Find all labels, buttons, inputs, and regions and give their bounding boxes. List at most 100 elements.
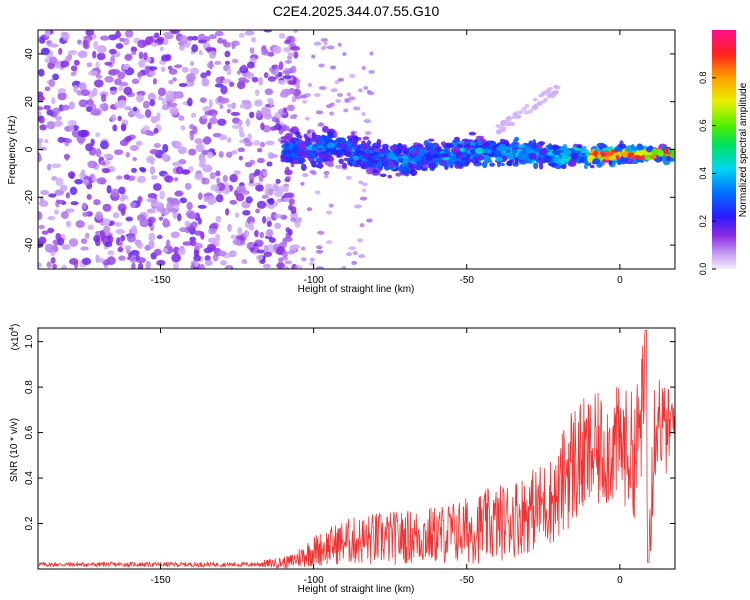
spectrogram-cell [288, 244, 297, 253]
spectrogram-cell [119, 139, 129, 147]
spectrogram-cell [136, 214, 146, 222]
spectrogram-cell [543, 97, 549, 102]
spectrogram-cell [104, 241, 113, 248]
spectrogram-cell [112, 124, 118, 132]
spectrogram-image [38, 30, 675, 269]
spectrogram-cell [96, 52, 106, 61]
spec-y-tick-label: -40 [24, 237, 35, 252]
spectrogram-cell [296, 134, 303, 139]
spectrogram-cell [266, 220, 272, 228]
spectrogram-cell [263, 244, 269, 253]
spectrogram-cell [255, 184, 264, 192]
spectrogram-cell [262, 170, 268, 177]
spectrogram-cell [229, 81, 235, 88]
spectrogram-cell [165, 239, 171, 249]
spectrogram-cell [172, 161, 182, 167]
spectrogram-cell [255, 208, 261, 214]
spectrogram-cell [323, 174, 329, 179]
spectrogram-cell [208, 227, 217, 235]
spectrogram-cell [318, 85, 327, 90]
spectrogram-cell [129, 144, 139, 152]
spectrogram-cell [70, 201, 79, 206]
spectrogram-cell [256, 249, 266, 254]
spectrogram-cell [230, 111, 241, 117]
spectrogram-cell [266, 97, 273, 104]
spectrogram-cell [374, 147, 381, 153]
spectrogram-cell [214, 60, 222, 65]
spectrogram-cell [337, 42, 342, 47]
spectrogram-cell [51, 176, 58, 181]
spectrogram-cell [168, 208, 179, 213]
spectrogram-cell [315, 249, 324, 254]
spectrogram-cell [289, 42, 295, 47]
spectrogram-cell [102, 217, 111, 226]
spectrogram-cell [261, 49, 270, 56]
spectrogram-cell [136, 113, 145, 119]
spectrogram-cell [262, 216, 267, 224]
spectrogram-cell [80, 246, 89, 251]
spectrogram-cell [524, 153, 529, 160]
spectrogram-cell [99, 35, 110, 41]
spectrogram-cell [318, 63, 325, 68]
spectrogram-cell [94, 79, 104, 88]
snr-x-tick-label: 0 [617, 575, 623, 586]
spectrogram-cell [142, 100, 150, 109]
spectrogram-cell [229, 199, 238, 205]
spectrogram-cell [440, 141, 447, 147]
spectrogram-cell [53, 209, 59, 215]
spectrogram-cell [130, 249, 140, 256]
spectrogram-cell [137, 71, 143, 78]
spectrogram-cell [156, 112, 161, 121]
spectrogram-cell [156, 259, 166, 266]
spectrogram-cell [506, 122, 512, 127]
spectrogram-cell [205, 70, 211, 77]
spectrogram-cell [285, 227, 291, 233]
spectrogram-cell [225, 151, 233, 158]
spectrogram-cell [222, 78, 232, 84]
spectrogram-cell [145, 36, 154, 45]
spectrogram-cell [596, 162, 603, 168]
spectrogram-cell [149, 148, 160, 155]
spectrogram-cell [282, 250, 288, 258]
spectrogram-cell [217, 37, 224, 44]
spectrogram-cell [290, 65, 297, 74]
spectrogram-cell [468, 131, 477, 136]
spectrogram-cell [54, 120, 63, 127]
spectrogram-cell [358, 88, 363, 93]
spectrogram-cell [263, 113, 273, 120]
spectrogram-cell [161, 152, 168, 161]
spectrogram-cell [49, 56, 58, 64]
spectrogram-cell [38, 211, 43, 221]
spectrogram-cell [153, 127, 159, 134]
spectrogram-cell [65, 192, 71, 199]
spectrogram-cell [52, 107, 60, 116]
spectrogram-cell [99, 103, 105, 110]
spectrogram-cell [241, 64, 247, 71]
spectrogram-cell [315, 157, 321, 164]
spectrogram-cell [114, 101, 121, 109]
spectrogram-cell [328, 203, 334, 208]
spectrogram-cell [259, 231, 265, 239]
spectrogram-cell [51, 97, 56, 105]
spectrogram-cell [461, 151, 468, 159]
spectrogram-cell [253, 140, 260, 146]
spectrogram-cell [321, 45, 328, 50]
spectrogram-cell [151, 175, 158, 180]
spectrogram-cell [57, 237, 65, 246]
spectrogram-cell [317, 230, 325, 235]
snr-panel: -150 -100 -50 0 0.2 0.4 0.6 0.8 1.0 Height of s… [9, 324, 676, 595]
spectrogram-cell [230, 234, 236, 239]
spectrogram-cell [87, 160, 98, 169]
spectrogram-cell [364, 162, 372, 168]
spectrogram-cell [413, 142, 420, 146]
spectrogram-cell [140, 167, 147, 173]
spectrogram-cell [500, 162, 505, 167]
spectrogram-cell [193, 254, 201, 262]
snr-scale-exponent: 4 [9, 327, 16, 331]
spectrogram-cell [256, 200, 267, 209]
spectrogram-cell [44, 86, 51, 92]
snr-scale-base: (x10 [10, 330, 21, 350]
spectrogram-cell [68, 258, 79, 265]
spectrogram-cell [514, 157, 519, 165]
spectrogram-cell [48, 193, 57, 198]
